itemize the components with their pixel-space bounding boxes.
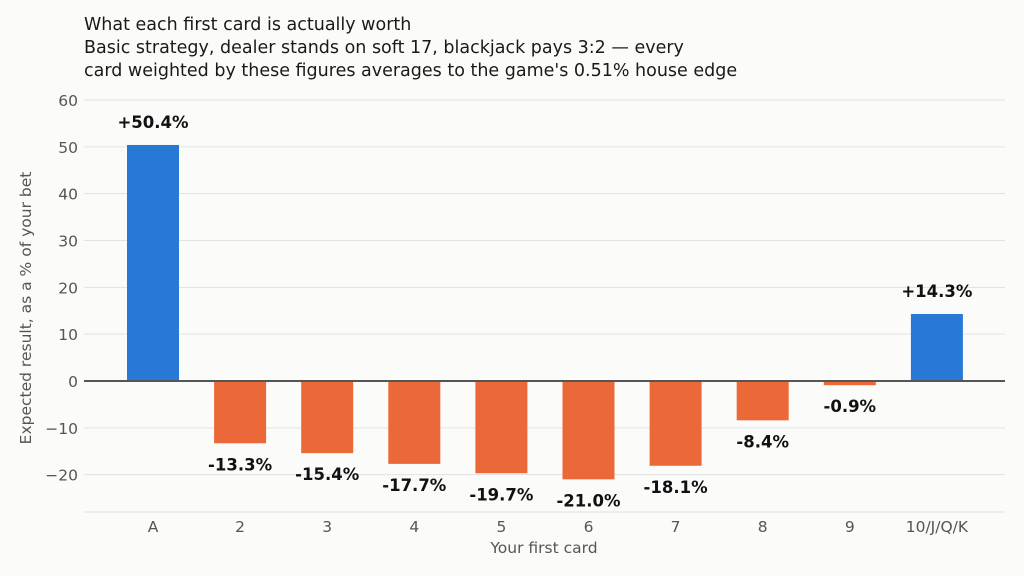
chart-subtitle-line-1: Basic strategy, dealer stands on soft 17… bbox=[84, 38, 684, 58]
data-label: -13.3% bbox=[208, 455, 273, 474]
data-label: -8.4% bbox=[736, 432, 789, 451]
x-tick-label: 7 bbox=[671, 518, 681, 536]
data-label: -19.7% bbox=[469, 485, 534, 504]
chart-title: What each first card is actually worth bbox=[84, 15, 412, 35]
y-tick-label: −10 bbox=[45, 420, 78, 438]
y-tick-label: 20 bbox=[58, 279, 78, 297]
data-label: -21.0% bbox=[556, 491, 621, 510]
x-tick-label: 10/J/Q/K bbox=[906, 518, 969, 536]
x-tick-label: A bbox=[148, 518, 159, 536]
bar-8 bbox=[736, 381, 789, 421]
bar-9 bbox=[823, 381, 876, 386]
y-tick-label: −20 bbox=[45, 467, 78, 485]
x-tick-label: 2 bbox=[235, 518, 245, 536]
y-tick-label: 50 bbox=[58, 139, 78, 157]
bar-5 bbox=[475, 381, 528, 474]
chart-subtitle-line-2: card weighted by these figures averages … bbox=[84, 61, 738, 81]
bar-10-J-Q-K bbox=[910, 314, 963, 381]
y-tick-label: 30 bbox=[58, 233, 78, 251]
data-label: -17.7% bbox=[382, 476, 447, 495]
y-tick-label: 10 bbox=[58, 326, 78, 344]
bar-7 bbox=[649, 381, 702, 466]
bar-A bbox=[127, 144, 179, 381]
y-tick-label: 40 bbox=[58, 186, 78, 204]
x-tick-label: 8 bbox=[758, 518, 768, 536]
data-label: -0.9% bbox=[823, 397, 876, 416]
x-tick-label: 6 bbox=[584, 518, 594, 536]
data-labels: +50.4% -13.3% -15.4% -17.7% -19.7% -21.0% -18.… bbox=[117, 113, 972, 510]
bar-2 bbox=[214, 381, 267, 444]
y-tick-labels: 60 50 40 30 20 10 0 −10 −20 bbox=[45, 92, 78, 485]
chart-titles: What each first card is actually worth B… bbox=[84, 14, 737, 83]
x-tick-label: 3 bbox=[322, 518, 332, 536]
data-label: +50.4% bbox=[117, 113, 189, 132]
data-label: -15.4% bbox=[295, 465, 360, 484]
grid-lines bbox=[84, 99, 1005, 513]
data-label: -18.1% bbox=[644, 478, 709, 497]
x-tick-labels: A 2 3 4 5 6 7 8 9 10/J/Q/K bbox=[148, 518, 969, 536]
x-tick-label: 5 bbox=[496, 518, 506, 536]
y-tick-label: 60 bbox=[58, 92, 78, 110]
y-axis-title: Expected result, as a % of your bet bbox=[17, 172, 35, 445]
x-axis-title: Your first card bbox=[489, 539, 597, 557]
x-tick-label: 9 bbox=[845, 518, 855, 536]
bar-4 bbox=[388, 381, 441, 464]
bar-6 bbox=[562, 381, 615, 480]
bars bbox=[127, 144, 963, 480]
x-tick-label: 4 bbox=[409, 518, 419, 536]
bar-3 bbox=[301, 381, 354, 454]
y-tick-label: 0 bbox=[68, 373, 78, 391]
data-label: +14.3% bbox=[901, 282, 973, 301]
